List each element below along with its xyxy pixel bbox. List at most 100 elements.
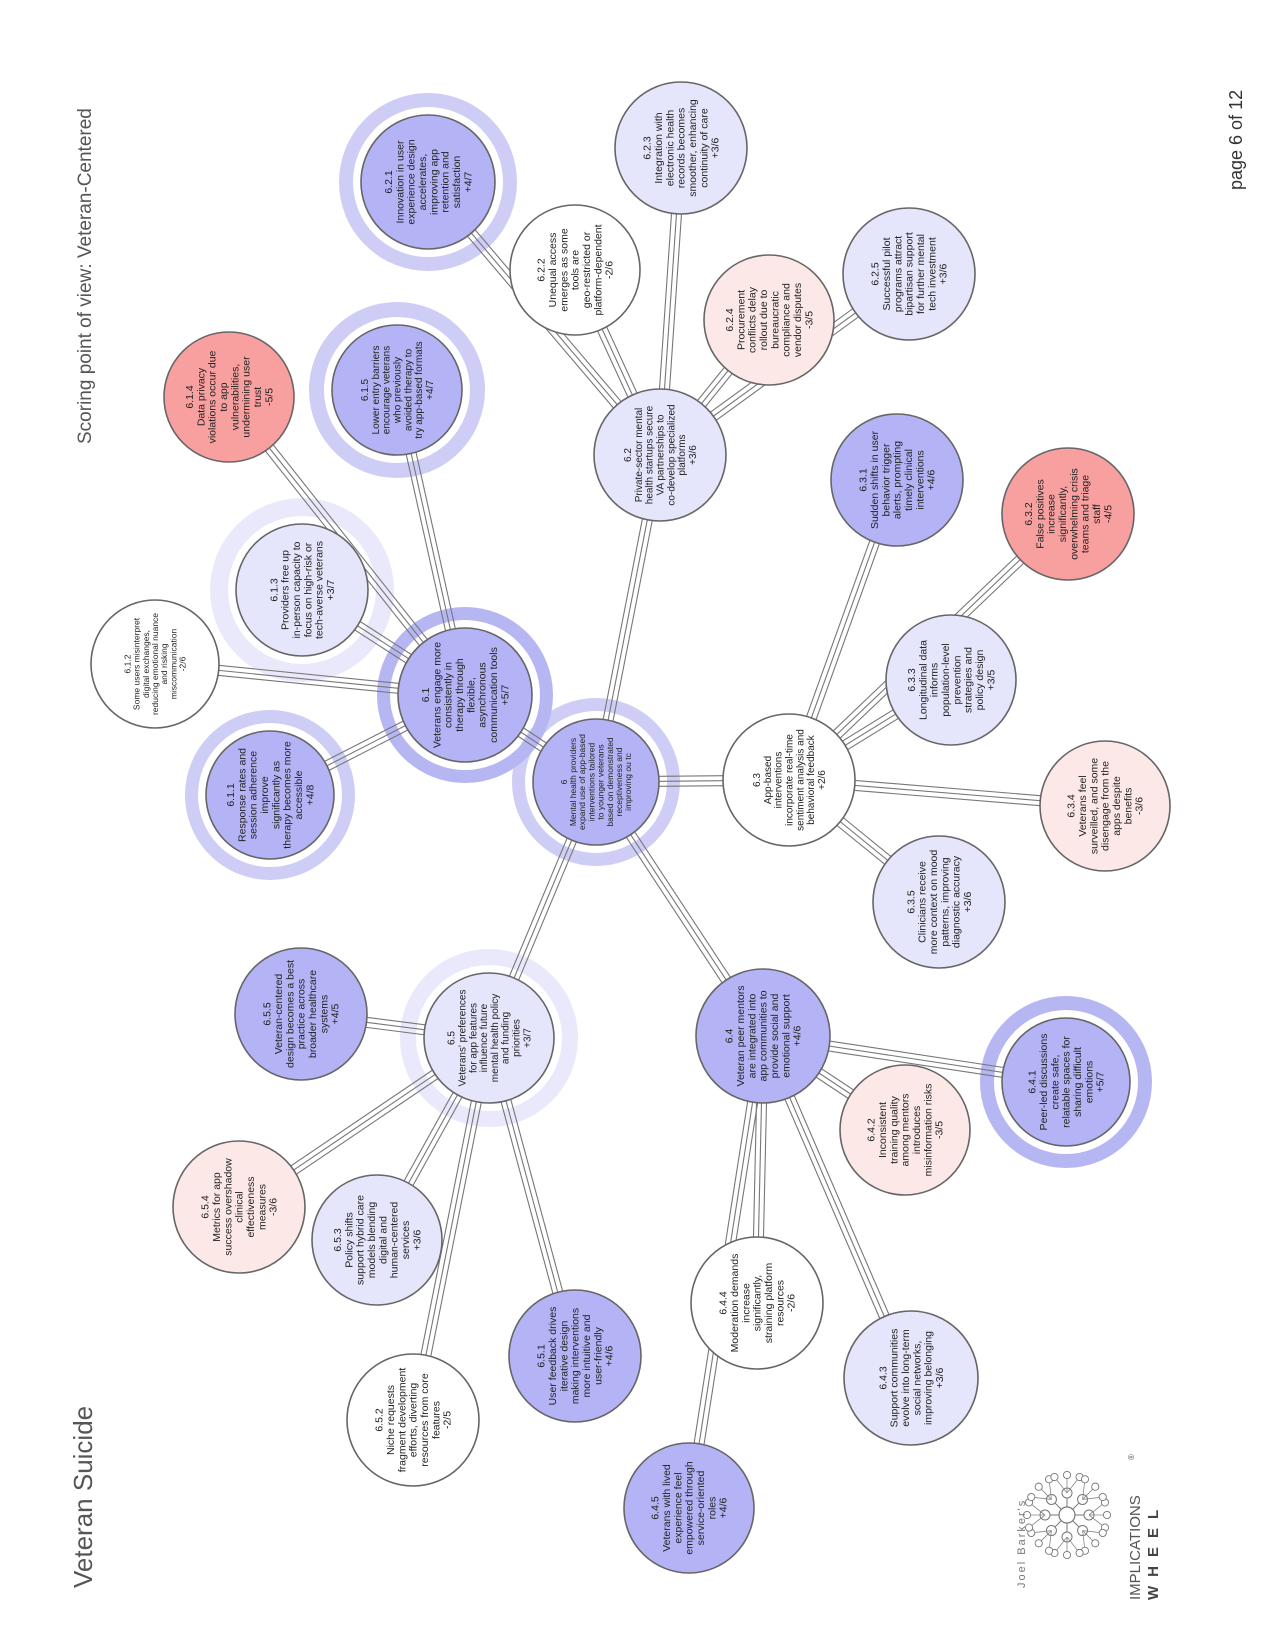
node-text: 6.3App-basedinterventionsincorporate rea…: [752, 729, 828, 831]
node-text-line: empowered through: [684, 1461, 696, 1555]
node-text-line: for further mental: [915, 234, 927, 314]
node-text: 6Mental health providersexpand use of ap…: [559, 734, 633, 830]
node-text: 6.4.4Moderation demandsincreasesignifica…: [718, 1254, 798, 1353]
node-id: 6.2.5: [870, 262, 882, 286]
node-text-line: vendor disputes: [792, 283, 804, 357]
node-text-line: miscommunication: [168, 629, 178, 700]
node-id: 6.5.2: [374, 1408, 386, 1432]
node-text-line: more intuitive and: [581, 1314, 593, 1397]
node-id: 6.4.2: [866, 1118, 878, 1142]
node-text-line: features: [430, 1401, 442, 1439]
node-circle: [90, 599, 220, 729]
logo-node: [1027, 1492, 1036, 1502]
node-text-line: apps despite: [1111, 776, 1123, 836]
node-id: 6.4.4: [718, 1291, 730, 1315]
node-text-line: models blending: [366, 1202, 378, 1279]
node-text-line: Niche requests: [385, 1385, 397, 1455]
node-score: -3/6: [268, 1198, 280, 1216]
node-text-line: measures: [256, 1184, 268, 1230]
node-circle: [695, 968, 831, 1104]
node-text-line: policy design: [974, 649, 986, 710]
node-id: 6.4: [724, 1029, 736, 1044]
node-text-line: Peer-led discussions: [1038, 1034, 1050, 1131]
node-text-line: success overshadow: [222, 1158, 234, 1256]
node-text-line: diagnostic accuracy: [951, 855, 963, 948]
node-6-5-2: 6.5.2Niche requestsfragment developmente…: [346, 1353, 480, 1487]
node-text-line: increase: [740, 1283, 752, 1323]
logo-node: [1022, 1510, 1032, 1520]
node-text: 6.2.1Innovation in userexperience design…: [383, 139, 474, 224]
logo-node: [1091, 1539, 1100, 1548]
node-circle: [508, 1289, 642, 1423]
node-text-line: VA partnerships to: [656, 414, 667, 495]
node-text-line: systems: [318, 995, 330, 1034]
node-text-line: Response rates and: [236, 748, 248, 842]
node-text-line: Unequal access: [547, 233, 559, 308]
node-score: +2/6: [817, 770, 828, 790]
node-text-line: fragment development: [396, 1368, 408, 1473]
node-text: 6.5.5Veteran-centereddesign becomes a be…: [262, 960, 342, 1068]
node-6-5: 6.5Veterans' preferencesfor app features…: [423, 972, 555, 1104]
node-text-line: based on demonstrated: [605, 737, 615, 827]
node-text: 6.3.3Longitudinal datainformspopulation-…: [906, 640, 997, 720]
node-text-line: significantly as: [270, 761, 282, 829]
node-text-line: False positives: [1034, 479, 1046, 548]
scoring-point-of-view: Scoring point of view: Veteran-Centered: [75, 108, 96, 444]
node-text-line: session adherence: [248, 751, 260, 839]
node-circle: [423, 972, 555, 1104]
node-circle: [1001, 447, 1135, 581]
node-text-line: avoided therapy to: [403, 348, 414, 431]
node-text-line: improving ou tc: [623, 752, 633, 810]
node-text-line: tech-averse veterans: [314, 541, 326, 639]
logo-node: [1044, 1546, 1054, 1555]
node-text-line: and risking: [159, 643, 169, 684]
node-text-line: flexible,: [465, 677, 477, 713]
node-text-line: sharing difficult: [1072, 1047, 1084, 1117]
page-number: page 6 of 12: [1226, 89, 1246, 190]
node-text-line: bureaucratic: [769, 291, 781, 349]
node-score: +3/6: [938, 263, 950, 284]
node-text: 6.1.3Providers free upin-person capacity…: [268, 541, 337, 639]
node-circle: [623, 1442, 755, 1574]
node-circle: [614, 81, 748, 215]
node-6-3-4: 6.3.4Veterans feelsurveilled, and somedi…: [1039, 740, 1171, 872]
node-text-line: Veterans feel: [1077, 775, 1089, 836]
node-text-line: User feedback drives: [547, 1307, 559, 1406]
node-score: -4/5: [1102, 505, 1114, 523]
node-text-line: roles: [706, 1497, 718, 1520]
node-circle: [205, 730, 335, 860]
node-text-line: who previously: [393, 357, 404, 424]
node-score: +3/6: [688, 445, 699, 465]
node-score: +3/5: [985, 669, 997, 690]
node-6-2-2: 6.2.2Unequal accessemerges as sometools …: [509, 204, 641, 336]
node-text: 6.1.5Lower entry barriersencourage veter…: [360, 341, 436, 438]
node-text-line: increase: [1046, 494, 1058, 534]
node-6-5-4: 6.5.4Metrics for appsuccess overshadowcl…: [172, 1140, 306, 1274]
node-text-line: co-develop specialized: [666, 404, 677, 505]
node-text-line: Longitudinal data: [917, 640, 929, 720]
node-id: 6.2: [623, 448, 634, 462]
node-score: +3/6: [962, 891, 974, 912]
node-text: 6.2Private-sector mentalhealth startups …: [623, 404, 699, 505]
node-text-line: to app: [218, 382, 230, 411]
node-text: 6.5.2Niche requestsfragment developmente…: [374, 1368, 454, 1473]
node-id: 6.2.1: [383, 170, 395, 194]
node-id: 6.3.5: [905, 890, 917, 914]
node-id: 6.3: [752, 773, 763, 787]
node-text-line: staff: [1091, 504, 1103, 524]
node-text-line: Inconsistent: [877, 1102, 889, 1158]
node-text-line: tech investment: [926, 237, 938, 311]
node-text-line: behavior trigger: [880, 443, 892, 516]
node-text-line: benefits: [1122, 788, 1134, 825]
node-text-line: compliance and: [781, 283, 793, 357]
node-text-line: behavioral feedback: [806, 734, 817, 825]
node-text-line: strategies and: [963, 647, 975, 713]
node-circle: [172, 1140, 306, 1274]
node-text-line: experience design: [406, 139, 418, 224]
node-text-line: clinical: [234, 1191, 246, 1223]
node-score: +5/7: [499, 684, 511, 705]
node-id: 6.3.4: [1066, 794, 1078, 818]
node-id: 6.1: [420, 688, 432, 703]
node-text-line: effectiveness: [245, 1176, 257, 1237]
logo-node: [1034, 1539, 1043, 1548]
